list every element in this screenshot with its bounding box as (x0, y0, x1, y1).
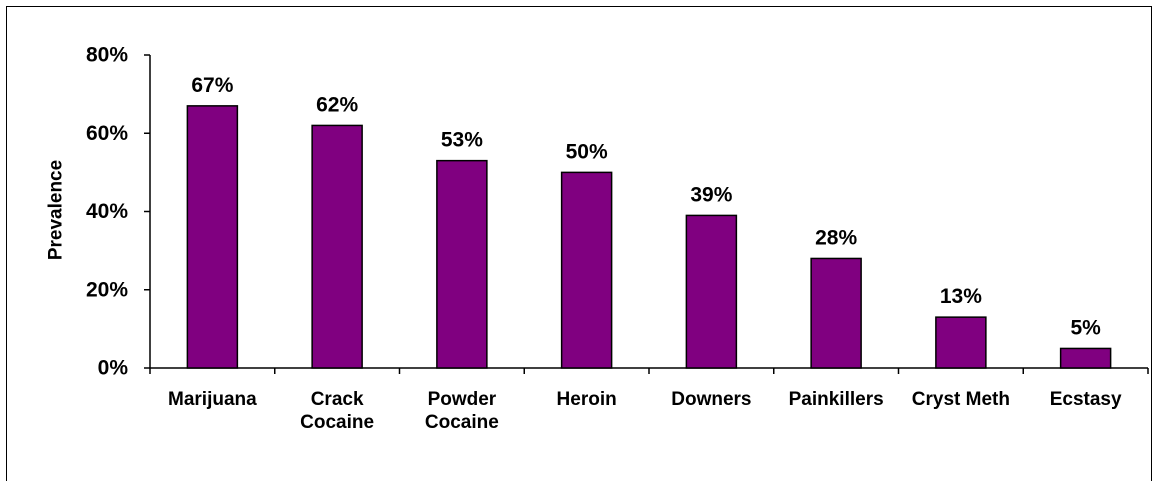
data-label: 28% (815, 226, 857, 249)
data-label: 50% (566, 140, 608, 163)
data-label: 5% (1070, 316, 1101, 339)
category-label: Marijuana (168, 389, 257, 410)
y-tick-label: 60% (86, 122, 128, 145)
category-label: Heroin (557, 389, 617, 410)
bar (1059, 347, 1112, 369)
bar (436, 159, 488, 369)
bar (685, 214, 738, 369)
category-label: Crack Cocaine (300, 389, 374, 433)
bar (186, 105, 239, 369)
bar (311, 124, 363, 369)
category-label: Painkillers (789, 389, 884, 410)
y-tick-label: 40% (86, 200, 128, 223)
y-tick-label: 20% (86, 278, 128, 301)
bar (810, 257, 862, 369)
category-label: Ecstasy (1050, 389, 1122, 410)
data-label: 62% (316, 93, 358, 116)
y-tick-label: 80% (86, 44, 128, 67)
data-label: 67% (191, 74, 233, 97)
data-label: 13% (940, 285, 982, 308)
y-axis-title: Prevalence (46, 160, 67, 260)
category-label: Powder Cocaine (425, 389, 499, 433)
plot-layer: 0% 20% 40% 60% 80% 67% Marijuana 62% Crack Cocain… (86, 44, 1149, 433)
data-label: 39% (690, 183, 732, 206)
bar (935, 316, 987, 369)
category-label: Cryst Meth (912, 389, 1010, 410)
category-label: Downers (671, 389, 751, 410)
data-label: 53% (441, 129, 483, 152)
bar (560, 171, 613, 369)
y-tick-label: 0% (98, 357, 129, 380)
